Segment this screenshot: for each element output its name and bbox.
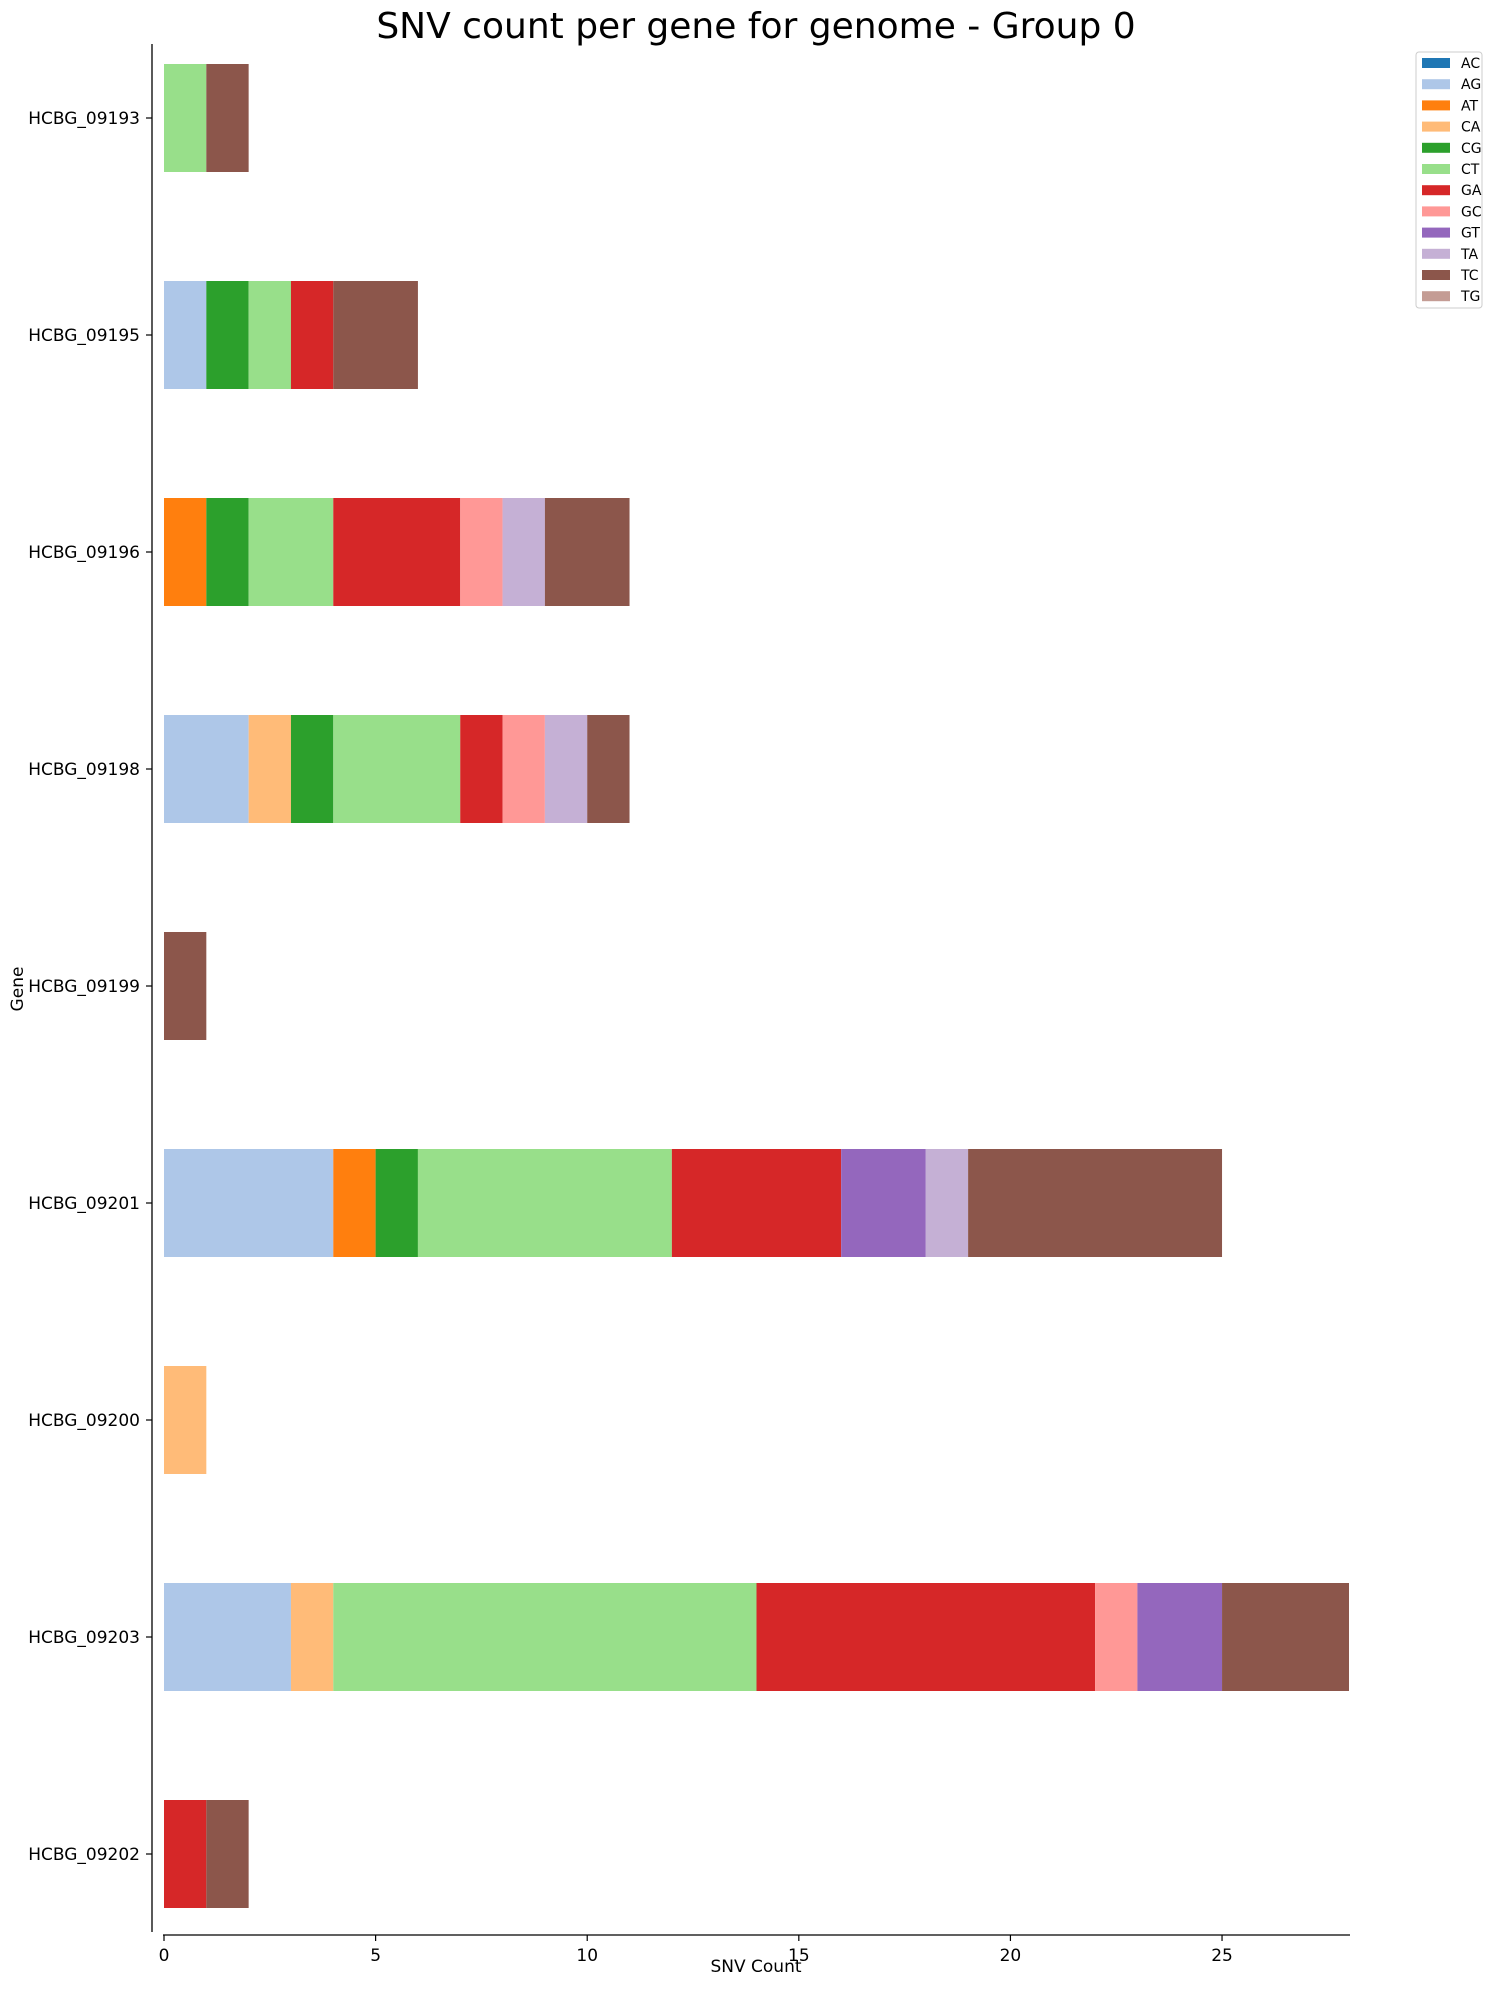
bar-segment-HCBG_09195-TC xyxy=(333,281,418,389)
bar-segment-HCBG_09198-AG xyxy=(164,715,249,823)
legend-swatch-GA xyxy=(1422,185,1450,196)
legend-swatch-AG xyxy=(1422,79,1450,90)
legend-swatch-GT xyxy=(1422,227,1450,238)
bar-segment-HCBG_09198-CT xyxy=(333,715,461,823)
bar-segment-HCBG_09198-TA xyxy=(544,715,588,823)
legend-label-CT: CT xyxy=(1461,162,1480,178)
legend-label-CG: CG xyxy=(1461,141,1482,157)
bar-segment-HCBG_09193-TC xyxy=(206,64,249,172)
legend-swatch-CT xyxy=(1422,164,1450,174)
bar-segment-HCBG_09195-AG xyxy=(164,281,207,389)
bar-segment-HCBG_09198-GA xyxy=(460,715,503,823)
legend-label-AG: AG xyxy=(1461,77,1481,93)
legend-swatch-AC xyxy=(1422,58,1450,68)
y-tick-label: HCBG_09203 xyxy=(28,1628,140,1648)
bar-segment-HCBG_09198-TC xyxy=(587,715,630,823)
legend-swatch-CA xyxy=(1422,121,1450,132)
bar-segment-HCBG_09198-CA xyxy=(248,715,291,823)
x-tick-label: 15 xyxy=(788,1946,810,1966)
bar-segment-HCBG_09202-TC xyxy=(206,1800,249,1908)
legend-label-TA: TA xyxy=(1460,247,1478,263)
y-tick-label: HCBG_09201 xyxy=(28,1194,140,1214)
bar-segment-HCBG_09203-AG xyxy=(164,1583,291,1691)
bar-segment-HCBG_09193-CT xyxy=(164,64,207,172)
y-axis-label: Gene xyxy=(8,967,28,1012)
bar-segment-HCBG_09201-CG xyxy=(375,1149,418,1257)
legend-swatch-AT xyxy=(1422,100,1450,111)
x-tick-label: 20 xyxy=(1000,1946,1022,1966)
legend-label-TC: TC xyxy=(1460,268,1479,284)
bar-segment-HCBG_09202-GA xyxy=(164,1800,207,1908)
bar-segment-HCBG_09196-TC xyxy=(544,498,630,606)
bar-segment-HCBG_09195-CG xyxy=(206,281,249,389)
y-tick-label: HCBG_09199 xyxy=(28,977,140,997)
bar-segment-HCBG_09196-GC xyxy=(460,498,503,606)
y-tick-label: HCBG_09195 xyxy=(28,326,140,346)
legend-label-GC: GC xyxy=(1461,204,1482,220)
bar-segment-HCBG_09196-AT xyxy=(164,498,207,606)
bar-segment-HCBG_09198-CG xyxy=(290,715,334,823)
bar-segment-HCBG_09201-GA xyxy=(671,1149,842,1257)
bar-segment-HCBG_09201-TC xyxy=(968,1149,1223,1257)
bar-segment-HCBG_09201-TA xyxy=(925,1149,969,1257)
bar-segment-HCBG_09196-TA xyxy=(502,498,545,606)
y-tick-label: HCBG_09196 xyxy=(28,543,140,563)
legend-label-GT: GT xyxy=(1461,226,1480,242)
legend-swatch-GC xyxy=(1422,206,1450,217)
bar-segment-HCBG_09199-TC xyxy=(164,932,207,1040)
bar-segment-HCBG_09200-CA xyxy=(164,1366,207,1474)
legend-swatch-TC xyxy=(1422,270,1450,280)
chart-title: SNV count per gene for genome - Group 0 xyxy=(376,6,1135,47)
x-tick-label: 5 xyxy=(370,1946,381,1966)
bar-segment-HCBG_09195-GA xyxy=(290,281,334,389)
bars-layer xyxy=(164,64,1349,1908)
y-tick-label: HCBG_09198 xyxy=(28,760,140,780)
legend-swatch-TA xyxy=(1422,248,1450,259)
bar-segment-HCBG_09203-GC xyxy=(1095,1583,1138,1691)
legend-label-CA: CA xyxy=(1461,120,1481,136)
bar-segment-HCBG_09195-CT xyxy=(248,281,291,389)
bar-segment-HCBG_09196-CG xyxy=(206,498,249,606)
bar-segment-HCBG_09201-AT xyxy=(333,1149,376,1257)
legend-frame xyxy=(1415,51,1483,309)
legend-label-GA: GA xyxy=(1461,183,1482,199)
x-tick-label: 0 xyxy=(159,1946,170,1966)
y-ticks-layer: HCBG_09193 HCBG_09195 HCBG_09196 HCBG_09198… xyxy=(28,109,152,1865)
legend: AC AG AT CA CG CT GA GC GT TA TC TG xyxy=(1415,51,1483,309)
y-tick-label: HCBG_09200 xyxy=(28,1411,140,1431)
bar-segment-HCBG_09198-GC xyxy=(502,715,545,823)
legend-label-AC: AC xyxy=(1461,56,1480,72)
y-tick-label: HCBG_09193 xyxy=(28,109,140,129)
bar-segment-HCBG_09196-CT xyxy=(248,498,334,606)
bar-segment-HCBG_09201-GT xyxy=(841,1149,926,1257)
bar-segment-HCBG_09201-CT xyxy=(417,1149,672,1257)
bar-segment-HCBG_09203-CT xyxy=(333,1583,757,1691)
bar-segment-HCBG_09203-GA xyxy=(756,1583,1096,1691)
legend-label-TG: TG xyxy=(1460,289,1480,305)
x-axis-label: SNV Count xyxy=(710,1957,801,1977)
legend-swatch-TG xyxy=(1422,291,1450,302)
bar-segment-HCBG_09203-GT xyxy=(1137,1583,1223,1691)
bar-segment-HCBG_09203-CA xyxy=(290,1583,334,1691)
bar-segment-HCBG_09196-GA xyxy=(333,498,461,606)
legend-label-AT: AT xyxy=(1461,98,1478,114)
x-tick-label: 25 xyxy=(1211,1946,1233,1966)
legend-swatch-CG xyxy=(1422,142,1450,153)
bar-segment-HCBG_09203-TC xyxy=(1222,1583,1349,1691)
x-tick-label: 10 xyxy=(576,1946,598,1966)
x-ticks-layer: 0 5 10 15 20 25 xyxy=(159,1935,1233,1966)
y-tick-label: HCBG_09202 xyxy=(28,1845,140,1865)
bar-segment-HCBG_09201-AG xyxy=(164,1149,334,1257)
